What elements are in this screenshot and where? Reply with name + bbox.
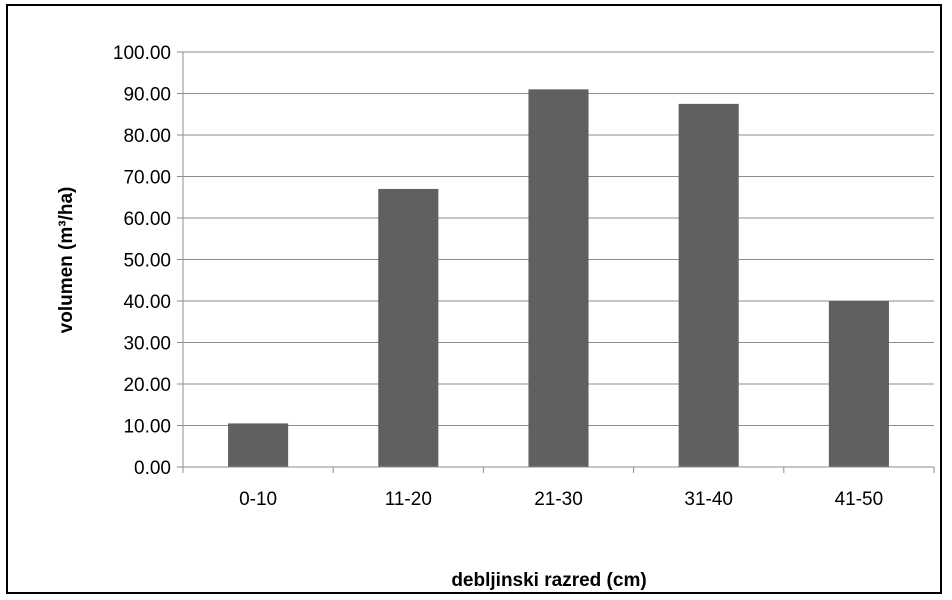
bar-21-30 [528,89,589,467]
y-tick-label: 30.00 [123,334,171,355]
bar-11-20 [378,188,439,467]
axes [177,51,935,473]
x-tick-label: 0-10 [239,489,277,510]
y-tick-label: 60.00 [123,209,171,230]
y-axis-title: volumen (m³/ha) [56,187,77,334]
y-tick-label: 0.00 [134,458,171,479]
y-tick-label: 40.00 [123,292,171,313]
bar-0-10 [228,423,289,467]
y-tick-label: 50.00 [123,251,171,272]
x-tick-labels: 0-10 11-20 21-30 31-40 41-50 [239,489,883,510]
bar-31-40 [678,103,739,467]
y-tick-label: 100.00 [113,43,171,64]
x-axis-title: debljinski razred (cm) [451,570,646,591]
y-tick-labels: 0.00 10.00 20.00 30.00 40.00 50.00 60.00 70.00 8… [113,43,171,479]
x-tick-label: 21-30 [534,489,583,510]
x-tick-label: 11-20 [385,489,432,510]
x-tick-label: 31-40 [684,489,733,510]
bar-41-50 [828,301,889,467]
y-tick-label: 90.00 [123,85,171,106]
chart-frame [6,4,942,594]
y-tick-label: 20.00 [123,375,171,396]
y-tick-label: 80.00 [123,126,171,147]
y-tick-label: 70.00 [123,168,171,189]
x-tick-label: 41-50 [835,489,884,510]
bars [228,89,889,467]
y-tick-label: 10.00 [123,417,171,438]
